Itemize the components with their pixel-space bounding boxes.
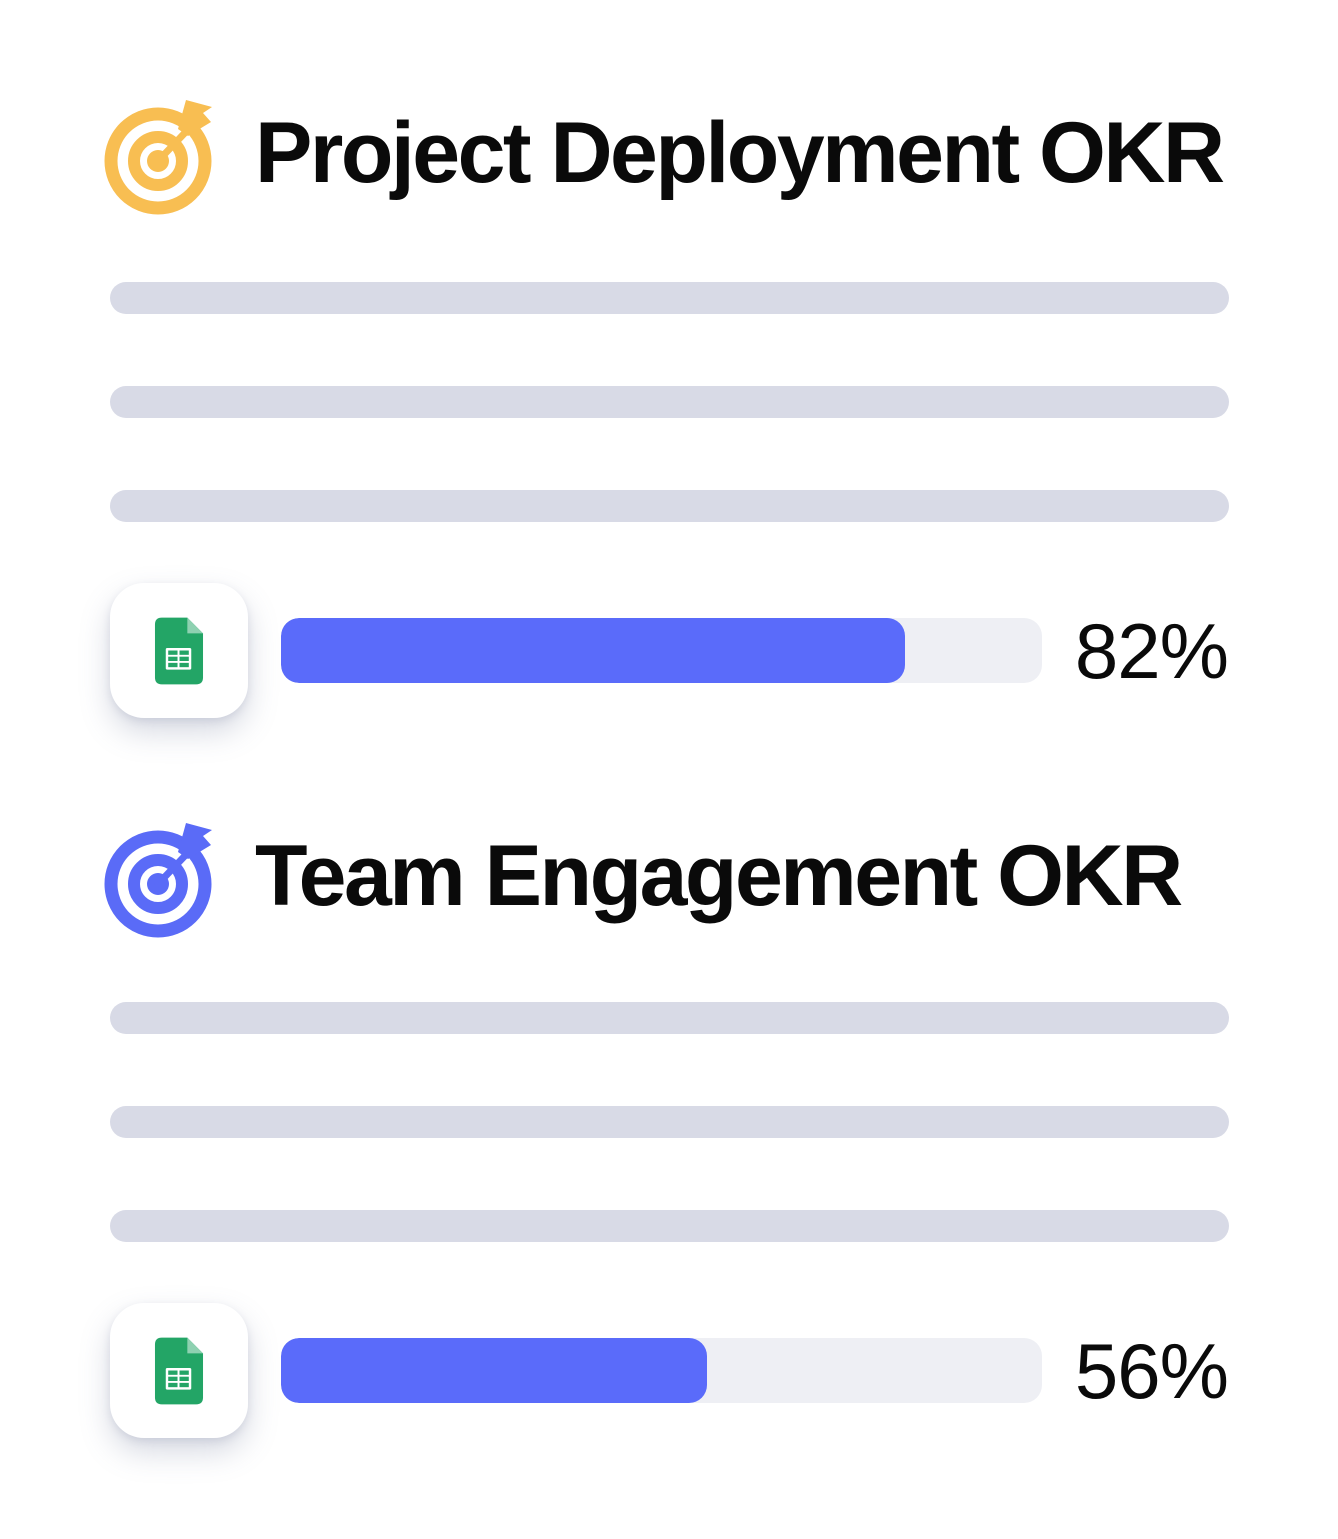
skeleton-line: [110, 1210, 1229, 1242]
okr-progress-row: 56%: [110, 1303, 1229, 1438]
okr-header-team-engagement: Team Engagement OKR: [100, 818, 1183, 940]
okr-progress-row: 82%: [110, 583, 1229, 718]
progress-bar-track: [281, 618, 1042, 683]
progress-bar-fill: [281, 1338, 708, 1403]
okr-title: Project Deployment OKR: [255, 105, 1225, 201]
google-sheets-card[interactable]: [110, 583, 248, 718]
okr-header-project-deployment: Project Deployment OKR: [100, 95, 1225, 217]
skeleton-text-block: [110, 1002, 1229, 1242]
progress-percent-label: 82%: [1074, 606, 1229, 695]
google-sheets-icon: [154, 1337, 204, 1404]
okr-title: Team Engagement OKR: [255, 828, 1183, 924]
skeleton-line: [110, 282, 1229, 314]
progress-bar-track: [281, 1338, 1042, 1403]
skeleton-line: [110, 1002, 1229, 1034]
google-sheets-icon: [154, 617, 204, 684]
target-icon: [100, 95, 222, 217]
google-sheets-card[interactable]: [110, 1303, 248, 1438]
skeleton-line: [110, 1106, 1229, 1138]
progress-bar-fill: [281, 618, 906, 683]
skeleton-text-block: [110, 282, 1229, 522]
skeleton-line: [110, 386, 1229, 418]
progress-percent-label: 56%: [1074, 1326, 1229, 1415]
skeleton-line: [110, 490, 1229, 522]
target-icon: [100, 818, 222, 940]
